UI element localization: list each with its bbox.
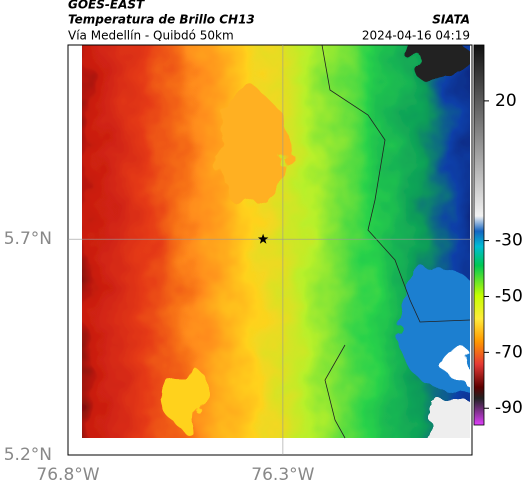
colorbar-tick-label: 20 xyxy=(495,91,517,111)
location-marker xyxy=(257,233,269,244)
colorbar-tick-label: -30 xyxy=(495,231,523,251)
y-tick-label: 5.7°N xyxy=(4,229,52,249)
date: 2024-04-16 04:19 xyxy=(362,29,470,43)
title: GOES-EAST xyxy=(68,0,145,12)
colorbar xyxy=(473,44,485,426)
subtitle: Temperatura de Brillo CH13 xyxy=(68,13,255,27)
x-tick-label: 76.3°W xyxy=(251,465,314,485)
map-frame xyxy=(67,44,473,456)
colorbar-tick-label: -90 xyxy=(495,398,523,418)
x-tick-label: 76.8°W xyxy=(36,465,99,485)
region: Vía Medellín - Quibdó 50km xyxy=(68,29,234,43)
colorbar-tick-label: -70 xyxy=(495,342,523,362)
source: SIATA xyxy=(432,13,470,27)
brightness-field xyxy=(82,45,470,438)
coastline xyxy=(321,44,471,439)
y-tick-label: 5.2°N xyxy=(4,445,52,465)
colorbar-tick-label: -50 xyxy=(495,286,523,306)
